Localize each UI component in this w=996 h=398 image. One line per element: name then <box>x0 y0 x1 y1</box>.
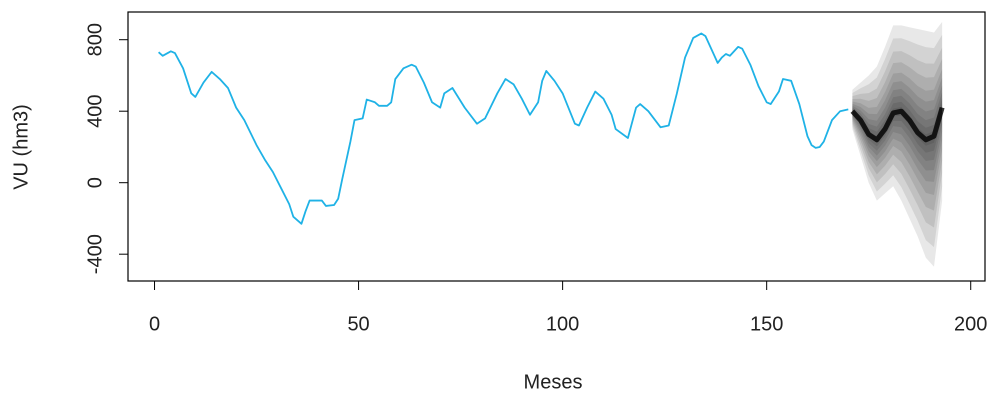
plot-frame <box>127 11 986 282</box>
y-tick-label: 0 <box>84 177 106 188</box>
series-line <box>158 32 849 225</box>
y-tick-label: 800 <box>84 23 106 56</box>
forecast-band <box>852 92 943 162</box>
y-tick-label: -400 <box>84 234 106 274</box>
x-tick-label: 150 <box>750 313 783 335</box>
forecast-band <box>852 58 943 211</box>
forecast-band <box>852 69 943 195</box>
x-tick-label: 0 <box>149 313 160 335</box>
forecast-band <box>852 34 943 248</box>
forecast-band <box>852 21 943 267</box>
forecast-band <box>852 77 943 182</box>
forecast-band <box>852 47 943 228</box>
x-tick-label: 200 <box>954 313 987 335</box>
forecast-median <box>850 106 945 143</box>
forecast-band <box>852 85 943 171</box>
y-tick-label: 400 <box>84 95 106 128</box>
y-axis-label: VU (hm3) <box>10 104 32 190</box>
x-axis-label: Meses <box>524 371 583 393</box>
x-tick-label: 50 <box>347 313 369 335</box>
x-tick-label: 100 <box>546 313 579 335</box>
